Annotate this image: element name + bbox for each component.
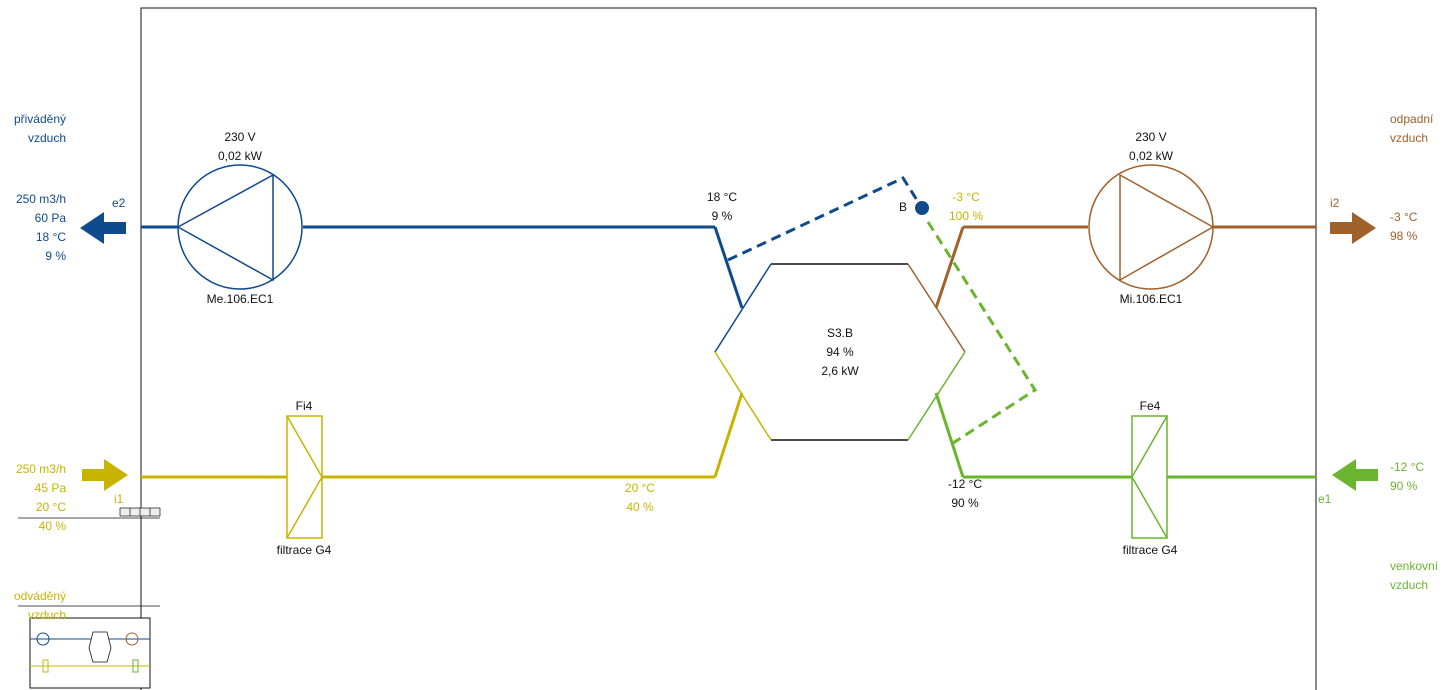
- supply-out-arrow-icon: [80, 212, 126, 244]
- outdoor-bypass-dashed: [926, 221, 1038, 447]
- fresh-filter-name: Fi4: [295, 399, 313, 413]
- outdoor-in-arrow-icon: [1332, 459, 1378, 491]
- title-block: [18, 507, 161, 607]
- exhaust-fan-icon: [1088, 164, 1214, 290]
- fresh-filter-class: filtrace G4: [276, 543, 332, 557]
- exhaust-air-values: -3 °C 98 %: [1390, 210, 1418, 243]
- exhaust-air-title: odpadní vzduch: [1390, 112, 1434, 145]
- fresh-air-values: 250 m3/h 45 Pa 20 °C 40 %: [15, 462, 66, 533]
- extract-air-title: odváděný vzduch: [13, 589, 66, 622]
- outdoor-filter-name: Fe4: [1139, 399, 1161, 413]
- port-e2: e2: [112, 196, 126, 210]
- supply-fan-icon: [177, 164, 303, 290]
- port-i1: i1: [114, 492, 124, 506]
- heat-exchanger: [714, 263, 966, 441]
- supply-fan-rating: 230 V 0,02 kW: [217, 130, 262, 163]
- supply-fan-name: Me.106.EC1: [206, 292, 274, 306]
- supply-duct: [141, 225, 744, 309]
- port-i2: i2: [1330, 196, 1340, 210]
- bypass-label: B: [899, 200, 908, 214]
- fresh-in-arrow-icon: [82, 459, 128, 491]
- supply-air-values: 250 m3/h 60 Pa 18 °C 9 %: [15, 192, 66, 263]
- supply-bypass-dashed: [727, 176, 924, 262]
- bypass-damper-icon: [915, 201, 929, 215]
- outdoor-filter-class: filtrace G4: [1122, 543, 1178, 557]
- exhaust-duct: [934, 225, 1316, 309]
- fresh-before-hx-reading: 20 °C 40 %: [624, 481, 656, 514]
- unit-frame: [140, 7, 1317, 690]
- supply-air-title: přiváděný vzduch: [13, 112, 66, 145]
- outdoor-before-hx-reading: -12 °C 90 %: [947, 477, 983, 510]
- outdoor-air-values: -12 °C 90 %: [1390, 460, 1425, 493]
- fresh-filter-icon: [286, 415, 323, 539]
- outdoor-filter-icon: [1131, 415, 1168, 539]
- port-e1: e1: [1318, 492, 1332, 506]
- outdoor-air-title: venkovní vzduch: [1390, 559, 1439, 592]
- thumbnail-preview: [29, 617, 151, 689]
- exchanger-info: S3.B 94 % 2,6 kW: [821, 326, 859, 378]
- exhaust-out-arrow-icon: [1330, 212, 1376, 244]
- exhaust-fan-rating: 230 V 0,02 kW: [1128, 130, 1173, 163]
- exhaust-after-hx-reading: -3 °C 100 %: [948, 190, 984, 223]
- fresh-air-duct: [141, 392, 744, 479]
- supply-after-hx-reading: 18 °C 9 %: [706, 190, 738, 223]
- outdoor-duct: [934, 392, 1316, 479]
- exhaust-fan-name: Mi.106.EC1: [1119, 292, 1183, 306]
